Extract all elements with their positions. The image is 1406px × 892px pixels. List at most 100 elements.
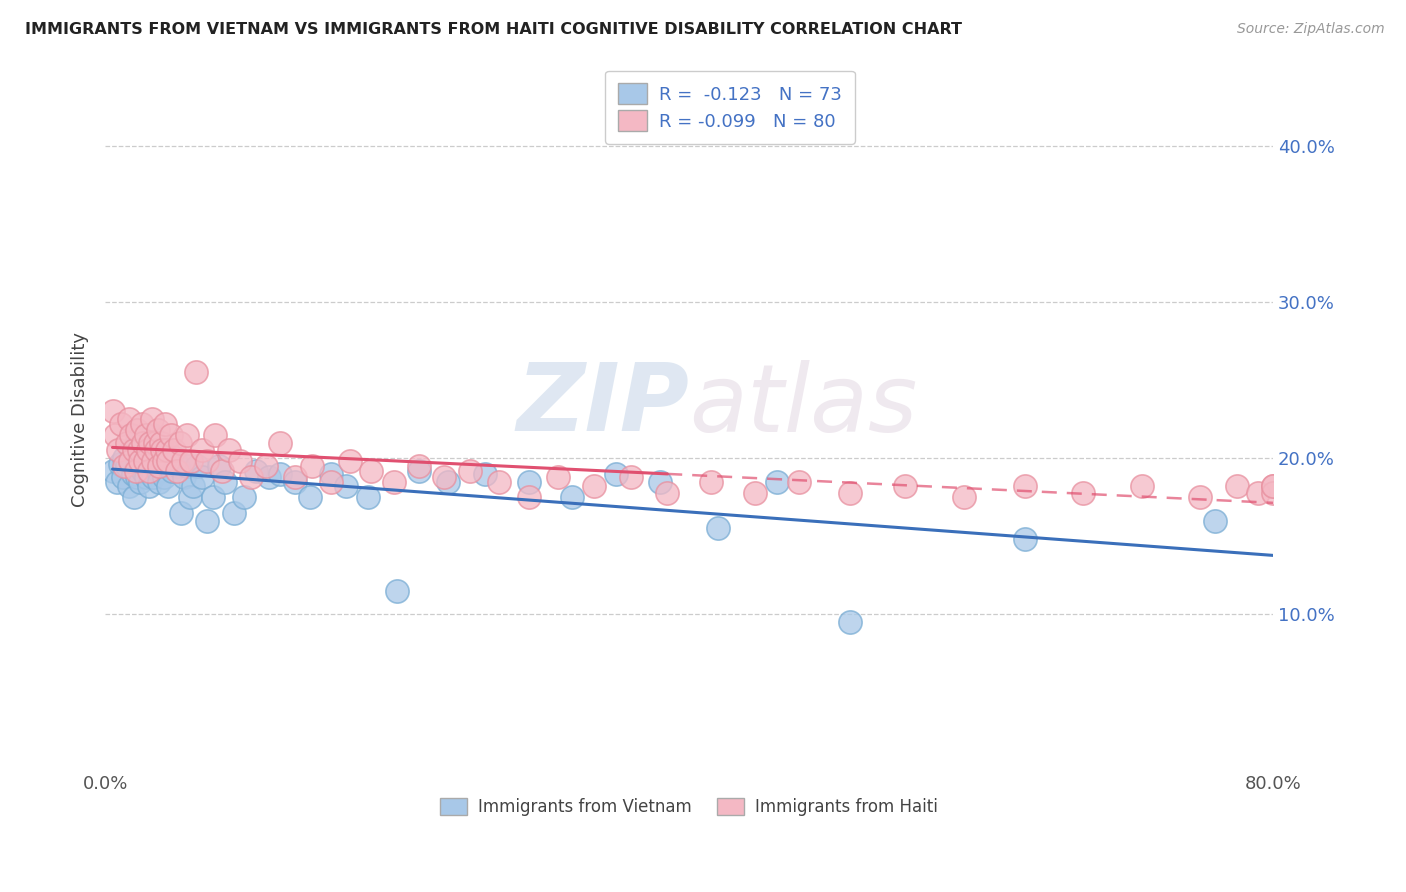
Point: [124, 443, 146, 458]
Point: [156, 454, 179, 468]
Point: [517, 475, 540, 489]
Point: [125, 464, 148, 478]
Point: [112, 458, 135, 473]
Point: [169, 435, 191, 450]
Point: [141, 412, 163, 426]
Point: [160, 427, 183, 442]
Point: [321, 475, 343, 489]
Point: [107, 443, 129, 458]
Point: [218, 443, 240, 458]
Point: [127, 423, 149, 437]
Point: [1261, 479, 1284, 493]
Point: [132, 435, 155, 450]
Point: [125, 435, 148, 450]
Point: [112, 451, 135, 466]
Point: [190, 443, 212, 458]
Point: [142, 470, 165, 484]
Point: [952, 490, 974, 504]
Point: [121, 443, 143, 458]
Point: [167, 458, 190, 473]
Point: [146, 423, 169, 437]
Point: [150, 458, 173, 473]
Point: [408, 458, 430, 473]
Point: [408, 464, 430, 478]
Point: [129, 454, 152, 468]
Point: [104, 427, 127, 442]
Point: [149, 435, 172, 450]
Point: [115, 458, 138, 473]
Point: [180, 454, 202, 468]
Point: [156, 479, 179, 493]
Point: [138, 464, 160, 478]
Point: [165, 451, 187, 466]
Point: [838, 615, 860, 629]
Point: [179, 490, 201, 504]
Point: [118, 454, 141, 468]
Point: [787, 475, 810, 489]
Point: [284, 470, 307, 484]
Point: [121, 427, 143, 442]
Point: [170, 506, 193, 520]
Point: [152, 470, 174, 484]
Point: [240, 470, 263, 484]
Point: [547, 470, 569, 484]
Point: [1225, 479, 1247, 493]
Point: [517, 490, 540, 504]
Point: [284, 475, 307, 489]
Point: [245, 464, 267, 478]
Point: [143, 458, 166, 473]
Point: [184, 366, 207, 380]
Point: [433, 470, 456, 484]
Point: [257, 470, 280, 484]
Point: [1261, 479, 1284, 493]
Point: [110, 417, 132, 431]
Point: [474, 467, 496, 481]
Point: [153, 417, 176, 431]
Point: [1071, 485, 1094, 500]
Point: [142, 454, 165, 468]
Point: [488, 475, 510, 489]
Point: [134, 443, 156, 458]
Point: [145, 443, 167, 458]
Point: [155, 443, 177, 458]
Point: [176, 458, 198, 473]
Point: [1014, 479, 1036, 493]
Text: ZIP: ZIP: [516, 359, 689, 451]
Point: [458, 464, 481, 478]
Point: [339, 454, 361, 468]
Point: [894, 479, 917, 493]
Point: [1204, 514, 1226, 528]
Point: [122, 467, 145, 481]
Point: [138, 479, 160, 493]
Point: [159, 454, 181, 468]
Point: [1247, 485, 1270, 500]
Point: [155, 458, 177, 473]
Point: [298, 490, 321, 504]
Point: [166, 464, 188, 478]
Point: [186, 458, 208, 473]
Point: [127, 470, 149, 484]
Point: [269, 467, 291, 481]
Point: [190, 470, 212, 484]
Point: [744, 485, 766, 500]
Point: [128, 443, 150, 458]
Point: [437, 475, 460, 489]
Point: [765, 475, 787, 489]
Text: IMMIGRANTS FROM VIETNAM VS IMMIGRANTS FROM HAITI COGNITIVE DISABILITY CORRELATIO: IMMIGRANTS FROM VIETNAM VS IMMIGRANTS FR…: [25, 22, 962, 37]
Point: [131, 417, 153, 431]
Point: [269, 435, 291, 450]
Point: [173, 470, 195, 484]
Point: [153, 443, 176, 458]
Point: [148, 475, 170, 489]
Point: [172, 454, 194, 468]
Point: [135, 470, 157, 484]
Point: [605, 467, 627, 481]
Point: [176, 427, 198, 442]
Point: [707, 521, 730, 535]
Point: [148, 458, 170, 473]
Point: [141, 427, 163, 442]
Point: [124, 490, 146, 504]
Point: [583, 479, 606, 493]
Point: [1014, 533, 1036, 547]
Point: [118, 454, 141, 468]
